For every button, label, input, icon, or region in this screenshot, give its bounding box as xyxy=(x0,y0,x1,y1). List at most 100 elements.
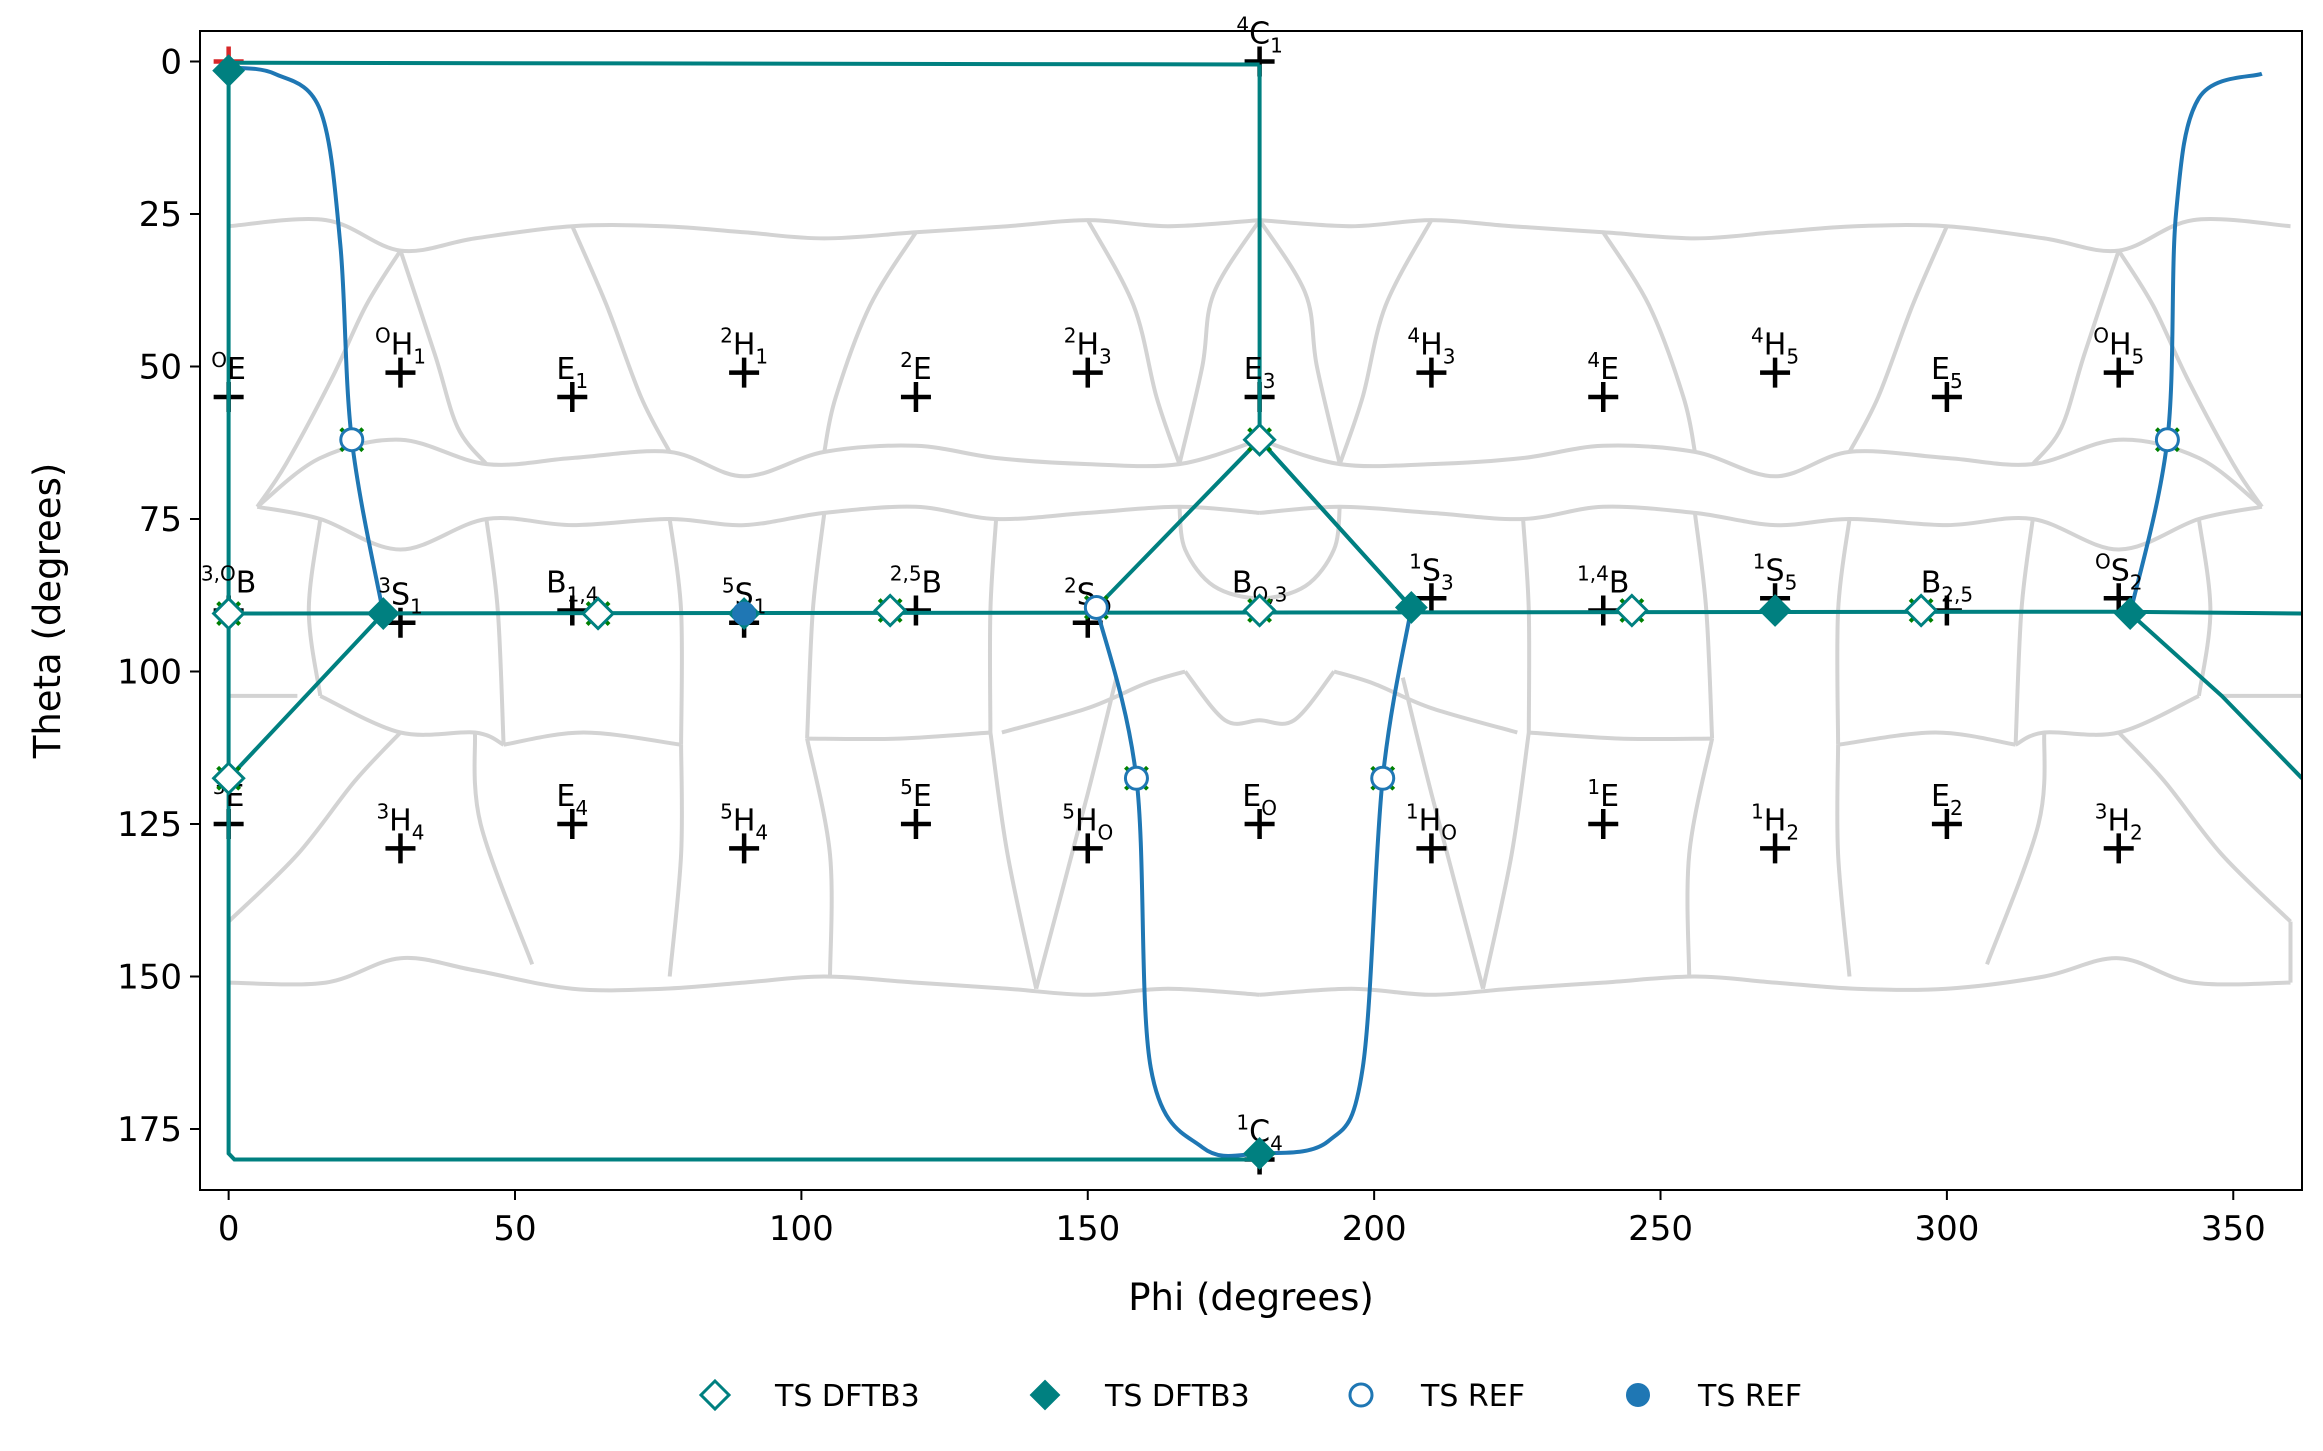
conformer-label: 5E xyxy=(900,775,932,814)
conformer-label-sup: 1 xyxy=(1409,549,1422,573)
ts-dftb3-open-marker xyxy=(1614,593,1650,628)
legend-label: TS DFTB3 xyxy=(774,1379,920,1414)
conformer-label-sup: 2 xyxy=(720,324,733,348)
conformer-label: 2H1 xyxy=(720,324,768,369)
conformer-label: 2,5B xyxy=(890,562,942,601)
ts-ref-open-marker xyxy=(1123,765,1149,791)
conformer-plus-marker xyxy=(557,809,588,839)
conformer-label-base: H xyxy=(733,328,756,363)
conformer-label-sub: 2 xyxy=(1950,796,1963,820)
region-boundary-line xyxy=(1835,744,1852,977)
plot-frame xyxy=(199,30,2303,1191)
conformer-label: 1HO xyxy=(1406,799,1457,844)
ts-ref-open-marker xyxy=(339,427,365,453)
conformer-label-sub: 2,5 xyxy=(1941,583,1973,607)
conformer-label-sub: 3 xyxy=(1443,345,1456,369)
dftb3-path-line xyxy=(228,60,1260,67)
conformer-label-sup: 3 xyxy=(376,799,389,823)
region-boundary-line xyxy=(1259,504,2263,552)
conformer-label-base: E xyxy=(556,779,575,814)
conformer-plus-marker xyxy=(1931,382,1962,412)
conformer-label-sub: 3 xyxy=(1441,570,1454,594)
ts-dftb3-open-marker xyxy=(873,593,908,628)
conformer-label-sub: O xyxy=(1098,820,1114,844)
conformer-label-base: S xyxy=(2111,553,2130,588)
conformer-label-base: H xyxy=(1420,328,1443,363)
x-tick-label: 150 xyxy=(1055,1209,1120,1249)
conformer-label-base: E xyxy=(1244,352,1263,387)
ts-markers xyxy=(211,54,2180,1170)
region-boundary-line xyxy=(1601,231,1697,453)
conformer-label-sup: 2,5 xyxy=(890,562,922,586)
region-boundaries xyxy=(227,217,2302,997)
conformer-label-base: H xyxy=(1075,803,1098,838)
conformer-label-base: B xyxy=(1609,566,1630,601)
conformer-label-base: S xyxy=(1766,553,1785,588)
conformer-label: 1C4 xyxy=(1236,1111,1282,1156)
conformer-label: 2E xyxy=(900,348,932,387)
conformer-label-base: E xyxy=(1242,779,1261,814)
region-boundary-line xyxy=(1259,956,2291,997)
region-boundary-line xyxy=(805,738,834,977)
legend-circle-open-icon xyxy=(1348,1382,1374,1408)
conformer-label: 3S1 xyxy=(378,574,423,619)
conformer-label: 4H5 xyxy=(1751,324,1799,369)
conformer-label-base: H xyxy=(389,803,412,838)
conformer-label-base: E xyxy=(1600,779,1619,814)
legend-entry: TS REF xyxy=(1626,1379,1802,1414)
region-boundary-line xyxy=(1337,219,1434,465)
conformer-label: E1 xyxy=(556,352,588,393)
region-boundary-line xyxy=(1086,219,1182,465)
conformer-label: E2 xyxy=(1931,779,1963,820)
conformer-label-sub: O xyxy=(1441,820,1457,844)
region-boundary-line xyxy=(255,249,403,508)
conformer-plus-marker xyxy=(729,833,760,864)
conformer-label: OH1 xyxy=(375,324,426,369)
conformer-label-base: H xyxy=(2107,803,2130,838)
x-tick-label: 100 xyxy=(769,1209,834,1249)
conformer-label: 1E xyxy=(1587,775,1619,814)
x-tick-label: 200 xyxy=(1342,1209,1407,1249)
legend-diamond-filled-icon xyxy=(1029,1379,1061,1411)
region-boundary-line xyxy=(807,730,991,742)
conformer-label-sub: 1 xyxy=(575,369,588,393)
region-boundary-line xyxy=(805,512,827,739)
ts-dftb3-open-marker xyxy=(1242,422,1277,457)
conformer-label: EO xyxy=(1242,779,1277,820)
conformer-plus-marker xyxy=(1416,583,1447,614)
conformer-label-sup: 4 xyxy=(1751,324,1764,348)
conformer-plus-marker xyxy=(1244,809,1275,839)
conformer-label-sup: O xyxy=(211,348,227,372)
conformer-label-sub: 4 xyxy=(755,820,768,844)
conformer-label-sub: 3 xyxy=(1099,345,1112,369)
conformer-label-sub: 3 xyxy=(1263,369,1276,393)
y-tick-label: 25 xyxy=(139,195,182,235)
conformer-plus-marker xyxy=(1416,833,1447,864)
dftb3-path-line xyxy=(1258,438,1413,609)
conformer-label: 1S5 xyxy=(1753,549,1798,594)
ts-dftb3-filled-marker xyxy=(1243,1136,1277,1170)
conformer-label: OE xyxy=(211,348,246,387)
conformer-label-base: C xyxy=(1249,1115,1270,1150)
conformer-label: 1H2 xyxy=(1751,799,1799,844)
legend-entry: TS DFTB3 xyxy=(1029,1379,1250,1414)
x-tick-label: 0 xyxy=(218,1209,240,1249)
conformer-label-sup: 5 xyxy=(720,799,733,823)
conformer-plus-marker xyxy=(1760,833,1791,864)
conformer-label-sub: 5 xyxy=(1785,570,1798,594)
conformer-plus-marker xyxy=(2103,357,2134,388)
ts-dftb3-filled-marker xyxy=(2113,597,2147,630)
conformer-label: OS2 xyxy=(2095,549,2143,594)
conformer-plus-marker xyxy=(1588,809,1619,839)
conformer-plus-marker xyxy=(1588,382,1619,412)
region-boundary-line xyxy=(2031,249,2121,466)
region-boundary-line xyxy=(1481,732,1531,990)
region-boundary-line xyxy=(1528,730,1713,742)
ts-ref-open-marker xyxy=(1370,765,1396,791)
region-boundary-line xyxy=(1177,219,1262,465)
x-tick-label: 250 xyxy=(1628,1209,1693,1249)
conformer-label-base: S xyxy=(391,578,410,613)
ts-dftb3-filled-marker xyxy=(366,597,400,630)
ts-dftb3-filled-marker xyxy=(1758,594,1792,627)
